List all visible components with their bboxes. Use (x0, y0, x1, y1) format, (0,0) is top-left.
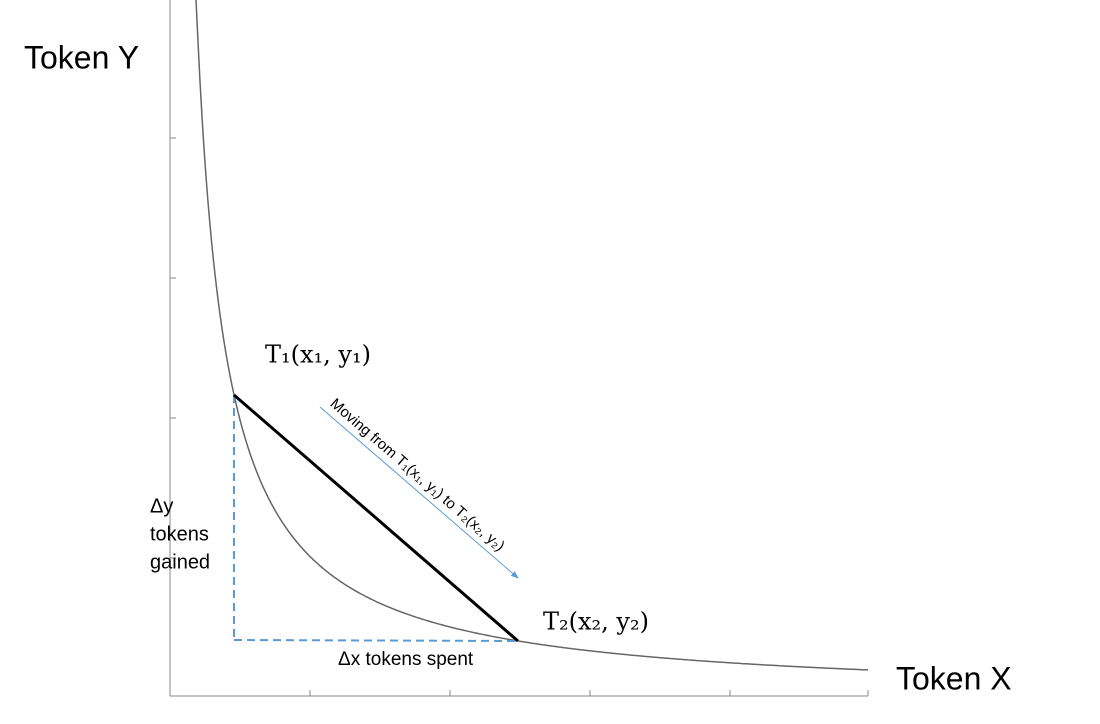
start-point-label: T₁(x₁, y₁) (265, 341, 371, 369)
x-axis-label: Token X (896, 660, 1012, 696)
trade-line (233, 393, 519, 643)
end-point-label: T₂(x₂, y₂) (543, 608, 649, 636)
delta-y-label: Δy (150, 495, 173, 517)
delta-y-label: tokens (150, 523, 209, 545)
delta-lines (233, 395, 519, 642)
bonding-curve (195, 0, 869, 671)
delta-x-label: Δx tokens spent (338, 649, 474, 670)
delta-y-label: gained (150, 551, 210, 573)
y-axis-label: Token Y (24, 39, 139, 75)
arrow-label: Moving from T₁(x₁, y₁) to T₂(x₂, y₂) (327, 395, 508, 555)
axes (169, 0, 869, 697)
delta-x-line (233, 639, 519, 642)
direction-arrow (319, 406, 519, 579)
